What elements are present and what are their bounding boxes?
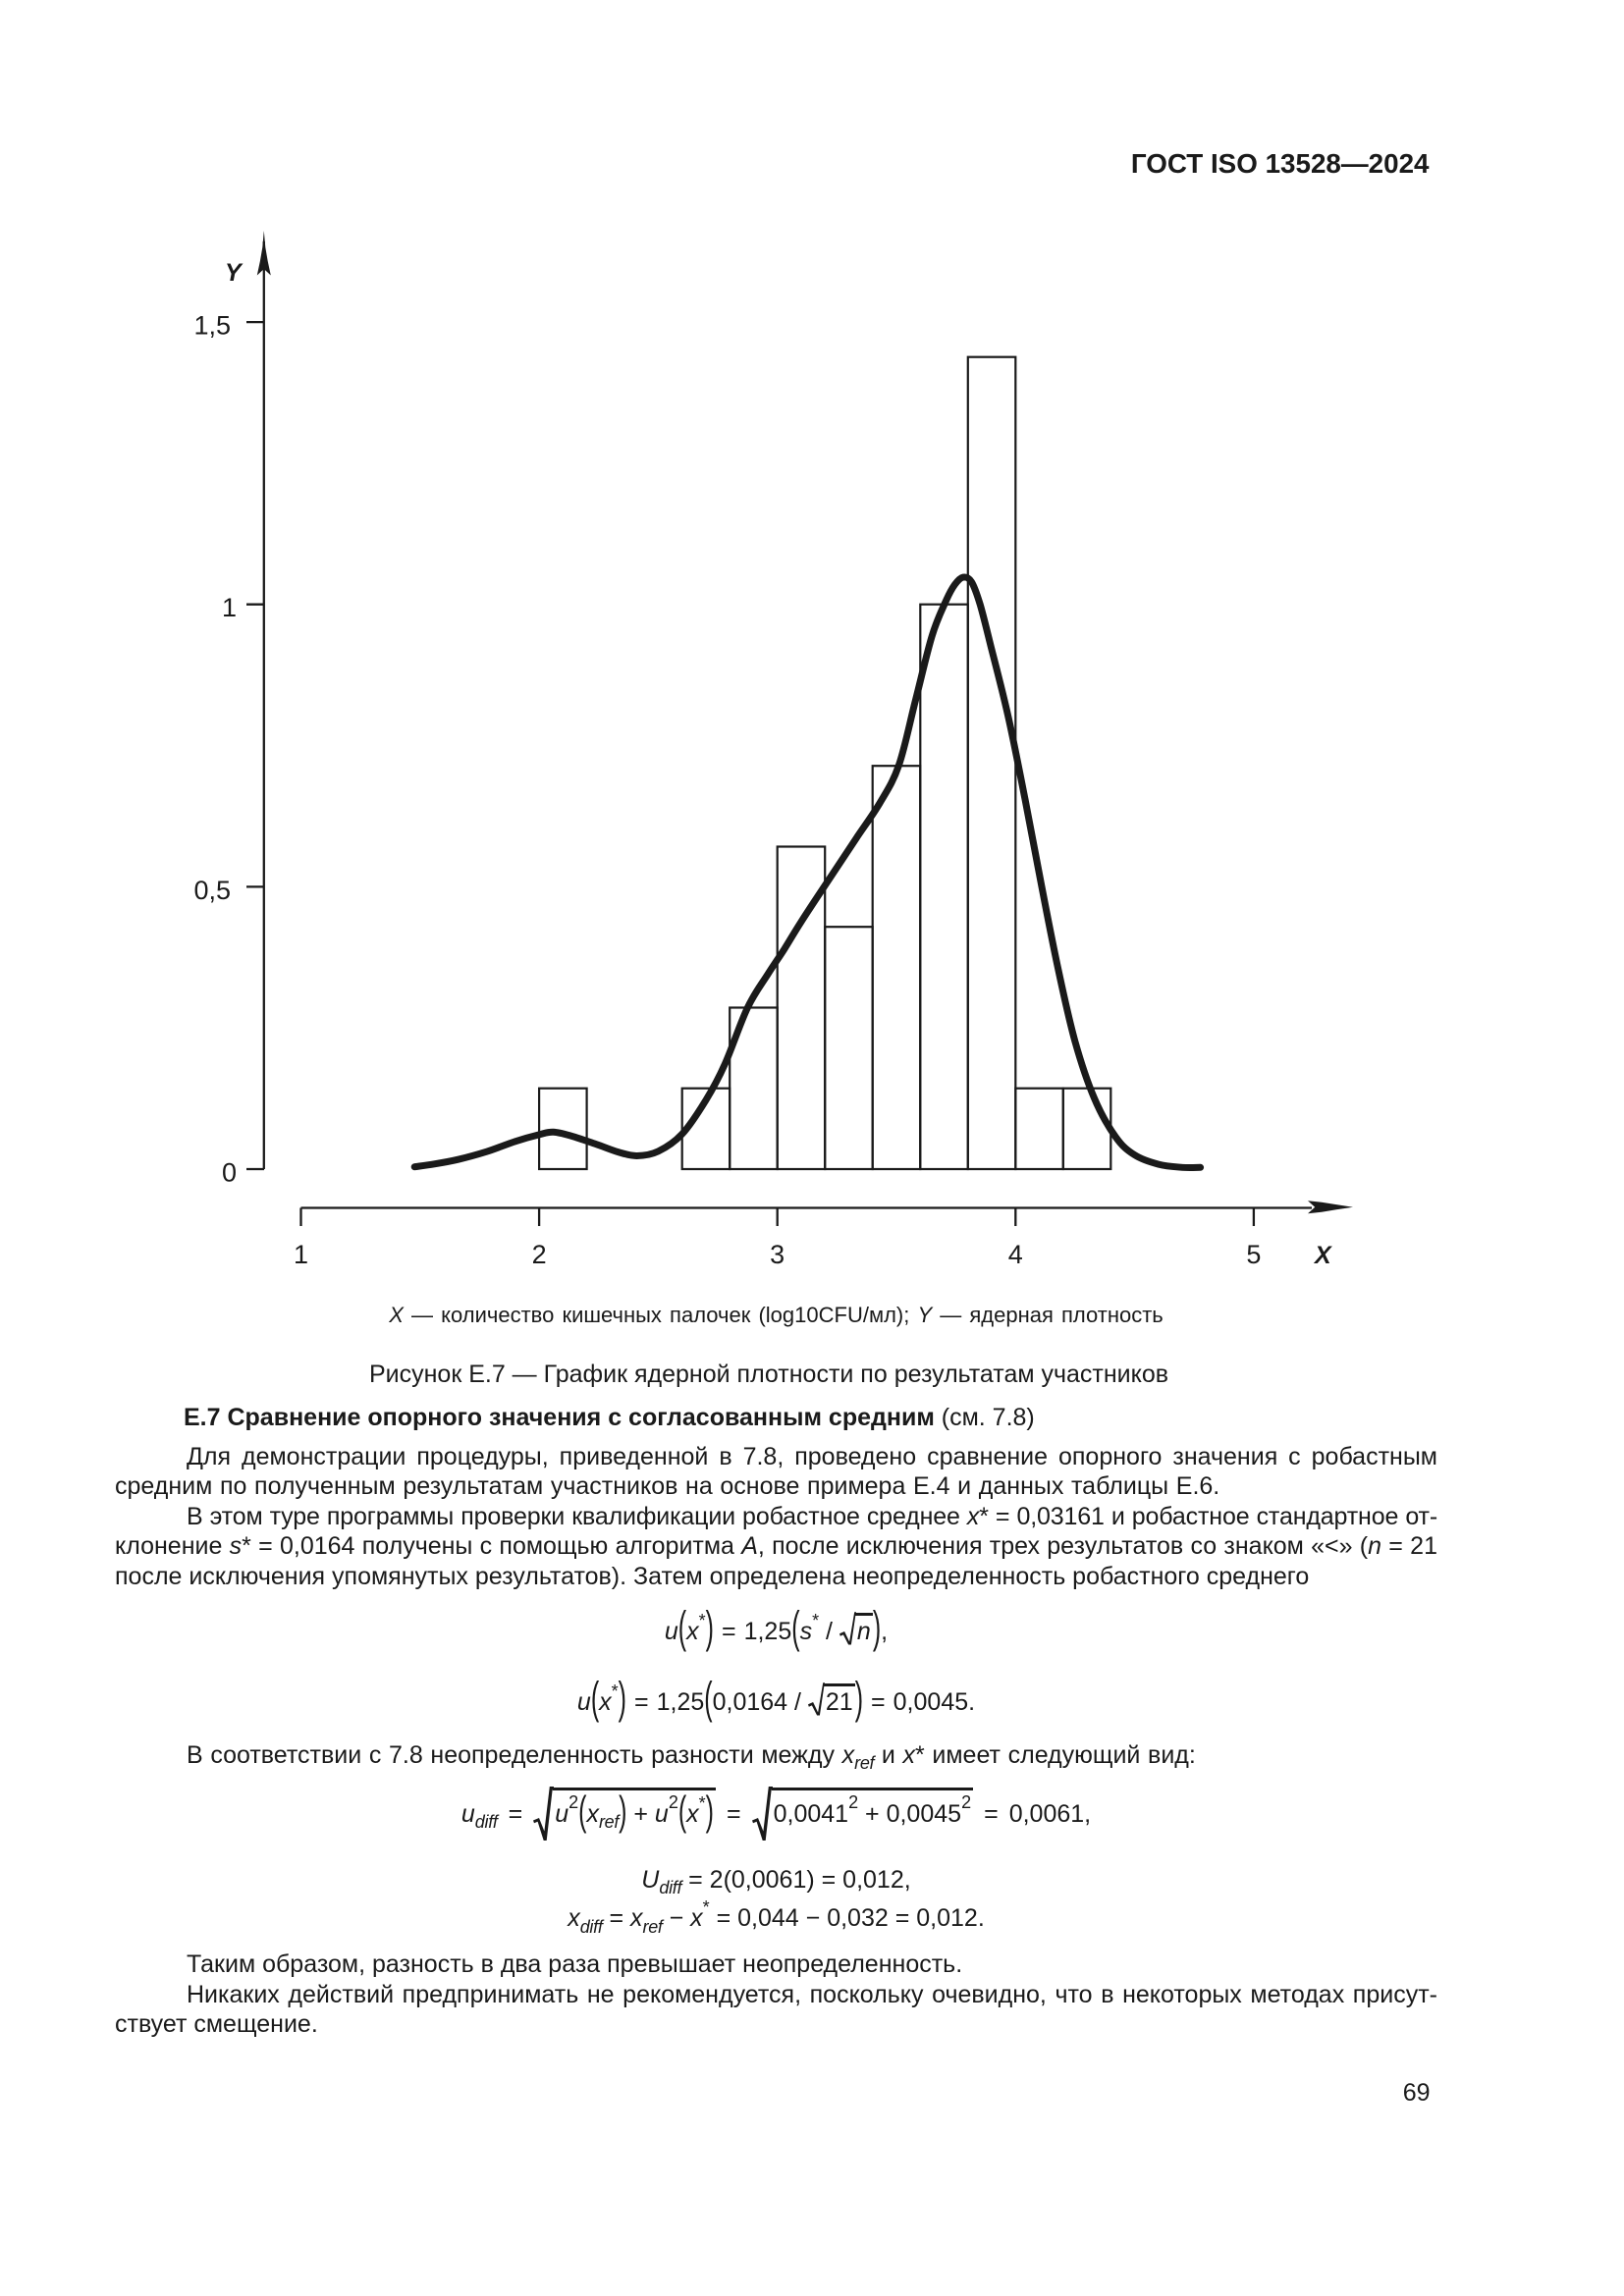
svg-text:1,5: 1,5 (193, 311, 231, 341)
svg-text:1: 1 (222, 593, 237, 622)
svg-text:0: 0 (222, 1158, 237, 1188)
svg-text:Y: Y (225, 259, 244, 287)
svg-text:1: 1 (294, 1240, 308, 1269)
svg-text:X: X (1313, 1242, 1332, 1269)
svg-text:2: 2 (532, 1240, 547, 1269)
svg-text:0,5: 0,5 (193, 876, 231, 905)
svg-text:4: 4 (1008, 1240, 1023, 1269)
svg-text:3: 3 (770, 1240, 785, 1269)
svg-text:5: 5 (1246, 1240, 1261, 1269)
